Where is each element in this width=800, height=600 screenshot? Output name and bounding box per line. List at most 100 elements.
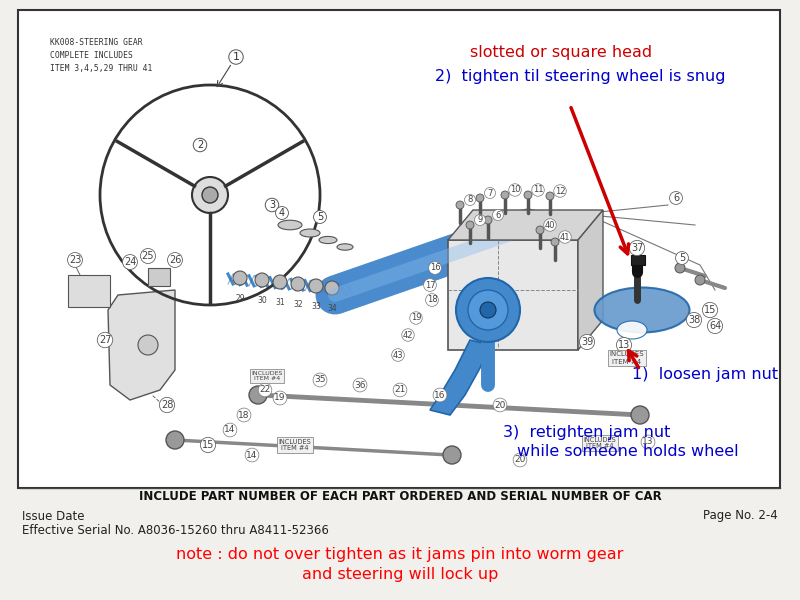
Text: 30: 30 — [257, 296, 267, 305]
Text: 6: 6 — [673, 193, 679, 203]
Circle shape — [456, 201, 464, 209]
Polygon shape — [108, 290, 175, 400]
FancyBboxPatch shape — [148, 268, 170, 286]
Circle shape — [484, 216, 492, 224]
Circle shape — [551, 238, 559, 246]
Text: 7: 7 — [487, 188, 493, 197]
Text: 1)  loosen jam nut: 1) loosen jam nut — [632, 367, 778, 383]
Text: 12: 12 — [554, 187, 566, 196]
Text: 2: 2 — [197, 140, 203, 150]
Circle shape — [249, 386, 267, 404]
Circle shape — [456, 278, 520, 342]
Circle shape — [675, 263, 685, 273]
Text: 15: 15 — [704, 305, 716, 315]
Text: 14: 14 — [224, 425, 236, 434]
Text: 11: 11 — [533, 185, 543, 194]
Text: 64: 64 — [709, 321, 721, 331]
Text: Page No. 2-4: Page No. 2-4 — [703, 509, 778, 523]
Ellipse shape — [319, 236, 337, 244]
Ellipse shape — [291, 277, 305, 291]
Text: slotted or square head: slotted or square head — [470, 44, 652, 59]
Text: while someone holds wheel: while someone holds wheel — [517, 445, 738, 460]
Text: INCLUDES
ITEM #4: INCLUDES ITEM #4 — [251, 371, 282, 382]
Circle shape — [480, 302, 496, 318]
Text: 19: 19 — [274, 394, 286, 403]
Text: 43: 43 — [393, 350, 403, 359]
Text: 13: 13 — [618, 340, 630, 350]
Circle shape — [468, 290, 508, 330]
Text: 27: 27 — [98, 335, 111, 345]
Polygon shape — [448, 210, 603, 240]
Text: 2)  tighten til steering wheel is snug: 2) tighten til steering wheel is snug — [435, 68, 726, 83]
Circle shape — [192, 177, 228, 213]
Text: 16: 16 — [434, 391, 446, 400]
Ellipse shape — [617, 321, 647, 339]
Circle shape — [631, 406, 649, 424]
Text: 41: 41 — [560, 232, 570, 241]
Text: 20: 20 — [514, 455, 526, 464]
Circle shape — [695, 275, 705, 285]
Text: 16: 16 — [430, 263, 440, 272]
Ellipse shape — [233, 271, 247, 285]
Text: 18: 18 — [426, 295, 438, 304]
Circle shape — [536, 226, 544, 234]
Text: INCLUDES
ITEM #4: INCLUDES ITEM #4 — [610, 352, 644, 364]
Text: 34: 34 — [327, 304, 337, 313]
Ellipse shape — [325, 281, 339, 295]
Text: 10: 10 — [510, 185, 520, 194]
Text: INCLUDES
ITEM #4: INCLUDES ITEM #4 — [584, 437, 616, 449]
Text: 36: 36 — [354, 380, 366, 389]
Text: 20: 20 — [494, 401, 506, 409]
FancyBboxPatch shape — [18, 10, 780, 488]
Text: 1: 1 — [233, 52, 239, 62]
Text: 42: 42 — [402, 331, 414, 340]
Text: 19: 19 — [410, 313, 422, 323]
Ellipse shape — [273, 275, 287, 289]
Circle shape — [466, 221, 474, 229]
Circle shape — [546, 192, 554, 200]
Circle shape — [138, 335, 158, 355]
Text: 6: 6 — [495, 211, 501, 220]
Text: 17: 17 — [425, 280, 435, 289]
Text: 26: 26 — [169, 255, 181, 265]
Text: 35: 35 — [314, 376, 326, 385]
Text: 22: 22 — [259, 385, 270, 395]
Text: Effective Serial No. A8036-15260 thru A8411-52366: Effective Serial No. A8036-15260 thru A8… — [22, 523, 329, 536]
Text: 28: 28 — [161, 400, 173, 410]
Text: 3: 3 — [269, 200, 275, 210]
Text: 15: 15 — [202, 440, 214, 450]
Text: 14: 14 — [246, 451, 258, 460]
Circle shape — [166, 431, 184, 449]
Ellipse shape — [309, 279, 323, 293]
Text: 25: 25 — [142, 251, 154, 261]
FancyBboxPatch shape — [68, 275, 110, 307]
Polygon shape — [430, 340, 490, 415]
Text: note : do not over tighten as it jams pin into worm gear: note : do not over tighten as it jams pi… — [176, 547, 624, 563]
Text: 3)  retighten jam nut: 3) retighten jam nut — [503, 425, 670, 439]
Ellipse shape — [300, 229, 320, 237]
Text: 32: 32 — [293, 300, 303, 309]
Circle shape — [524, 191, 532, 199]
Text: 33: 33 — [311, 302, 321, 311]
Text: Issue Date: Issue Date — [22, 509, 85, 523]
Text: INCLUDE PART NUMBER OF EACH PART ORDERED AND SERIAL NUMBER OF CAR: INCLUDE PART NUMBER OF EACH PART ORDERED… — [138, 491, 662, 503]
Circle shape — [202, 187, 218, 203]
Text: KK008-STEERING GEAR
COMPLETE INCLUDES
ITEM 3,4,5,29 THRU 41: KK008-STEERING GEAR COMPLETE INCLUDES IT… — [50, 38, 152, 73]
FancyBboxPatch shape — [448, 240, 578, 350]
Text: 29: 29 — [235, 294, 245, 303]
Text: 24: 24 — [124, 257, 136, 267]
Polygon shape — [578, 210, 603, 350]
Ellipse shape — [278, 220, 302, 230]
Ellipse shape — [594, 287, 690, 332]
Text: 21: 21 — [394, 385, 406, 395]
Text: 39: 39 — [581, 337, 593, 347]
Ellipse shape — [255, 273, 269, 287]
Text: 8: 8 — [467, 196, 473, 205]
Text: INCLUDES
ITEM #4: INCLUDES ITEM #4 — [278, 439, 311, 451]
Ellipse shape — [337, 244, 353, 250]
Text: and steering will lock up: and steering will lock up — [302, 568, 498, 583]
Text: 37: 37 — [631, 243, 643, 253]
FancyBboxPatch shape — [631, 255, 645, 265]
Text: 18: 18 — [238, 410, 250, 419]
Text: 31: 31 — [275, 298, 285, 307]
